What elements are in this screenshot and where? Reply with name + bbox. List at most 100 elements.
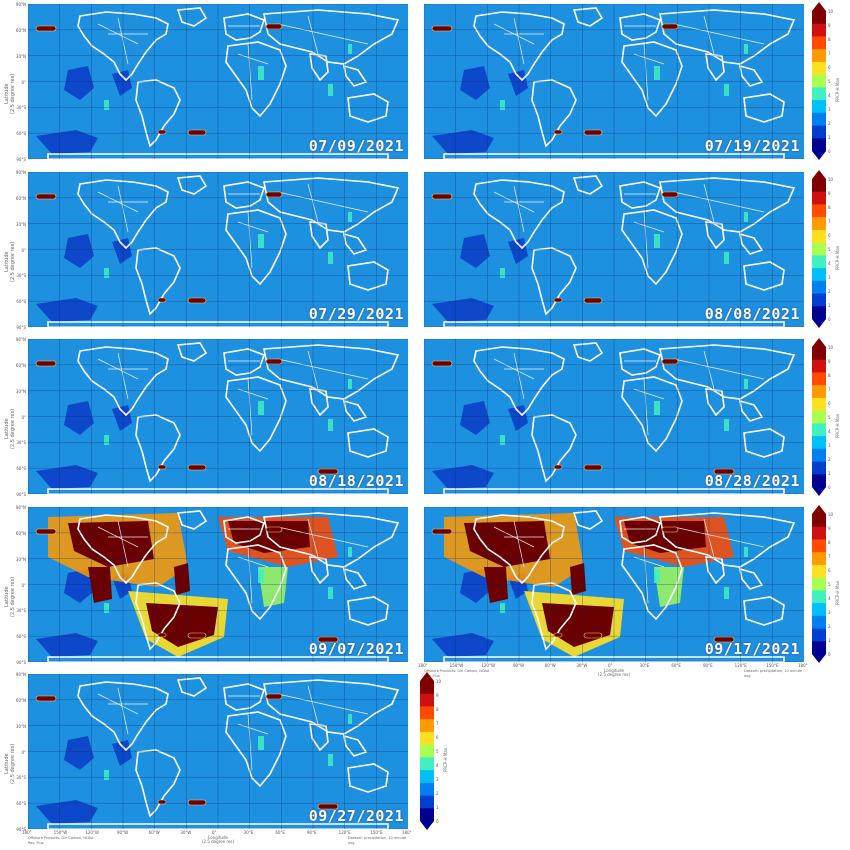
low-value-region (36, 633, 98, 657)
panel-date-label: 07/19/2021 (704, 137, 800, 155)
high-value-marker (187, 799, 207, 806)
map-panel: 07/29/2021 (28, 172, 408, 327)
continent-outline (347, 428, 389, 458)
low-value-region (508, 238, 528, 264)
high-value-region (174, 563, 190, 595)
moderate-value-streak (724, 587, 729, 599)
continent-outline (443, 656, 785, 662)
low-value-region (432, 298, 494, 322)
moderate-value-streak (500, 100, 505, 110)
map-panel: 08/08/2021 (424, 172, 804, 327)
colorbar-segment (812, 641, 826, 655)
moderate-value-streak (328, 84, 333, 96)
y-tick-label: 30°N (15, 556, 26, 562)
continent-outline (619, 516, 662, 544)
colorbar-tick-label: 4 (828, 596, 831, 601)
map-panel: 07/09/2021 (28, 4, 408, 159)
high-value-marker (157, 799, 167, 805)
colorbar-segment (420, 706, 434, 720)
low-value-region (64, 66, 94, 100)
low-value-region (64, 234, 94, 268)
colorbar-segment (812, 628, 826, 642)
continent-outline (621, 41, 683, 118)
continent-outline (47, 321, 389, 327)
continent-outline (347, 261, 389, 291)
continent-outline (738, 567, 764, 590)
colorbar-scale (812, 505, 826, 663)
continent-outline (572, 342, 604, 362)
panel-date-label: 08/18/2021 (308, 472, 404, 490)
colorbar-title: PRCP-H Max (835, 77, 840, 102)
colorbar-cap-bottom (420, 821, 434, 830)
x-tick-label: 30°E (243, 830, 254, 835)
colorbar-tick-label: 9 (828, 359, 831, 364)
colorbar-title: PRCP-H Max (835, 245, 840, 270)
colorbar-segment (812, 74, 826, 88)
moderate-value-streak (104, 100, 109, 110)
y-tick-label: 60°N (15, 697, 26, 703)
colorbar-tick-label: 8 (828, 373, 831, 378)
continent-outline (347, 596, 389, 626)
high-value-marker (553, 464, 563, 470)
high-value-marker (431, 528, 453, 535)
moderate-value-streak (654, 234, 660, 248)
moderate-value-streak (258, 66, 264, 80)
panel-date-label: 07/29/2021 (308, 305, 404, 323)
colorbar-segment (812, 564, 826, 578)
moderate-value-streak (328, 754, 333, 766)
colorbar-cap-bottom (812, 151, 826, 160)
y-tick-label: 60°S (16, 466, 26, 472)
colorbar-tick-label: 8 (828, 205, 831, 210)
colorbar-segment (420, 757, 434, 771)
colorbar-segment (812, 474, 826, 488)
map-canvas (28, 674, 408, 829)
moderate-value-streak (258, 569, 264, 583)
credit-left: Offshore Products: Gin Carbon, NOAA Rev.… (28, 836, 94, 845)
map-panel: 07/19/2021 (424, 4, 804, 159)
colorbar-tick-label: 1 (828, 638, 831, 643)
colorbar (812, 338, 834, 496)
colorbar-cap-top (812, 2, 826, 11)
colorbar-segment (812, 397, 826, 411)
high-value-marker (187, 129, 207, 136)
y-tick-label: 30°S (16, 273, 26, 279)
colorbar-segment (812, 293, 826, 307)
continent-outline (263, 512, 400, 568)
colorbar-segment (420, 808, 434, 822)
colorbar-scale (812, 170, 826, 328)
continent-outline (263, 177, 400, 233)
colorbar-tick-label: 4 (828, 261, 831, 266)
continent-outline (176, 342, 208, 362)
y-tick-label: 60°S (16, 131, 26, 137)
continent-outline (263, 344, 400, 400)
moderate-value-streak (258, 401, 264, 415)
y-tick-label: 30°N (15, 221, 26, 227)
colorbar-tick-label: 8 (828, 37, 831, 42)
x-axis-title: Longitude (604, 668, 624, 673)
x-tick-label: 90°E (703, 663, 713, 668)
low-value-region (112, 70, 132, 96)
country-border (277, 526, 369, 548)
x-tick-label: 60°E (275, 830, 285, 835)
continent-outline (619, 13, 662, 41)
high-value-marker (265, 23, 283, 30)
continent-outline (572, 175, 604, 195)
x-axis-title: Longitude (208, 835, 228, 840)
colorbar-tick-label: 10 (828, 345, 834, 350)
colorbar-segment (420, 782, 434, 796)
colorbar-tick-label: 5 (828, 247, 831, 252)
moderate-value-streak (500, 435, 505, 445)
map-canvas (28, 339, 408, 494)
high-value-marker (187, 632, 207, 639)
moderate-value-streak (348, 547, 352, 557)
credit-right: Dataset: precipitation, 10 minute avg (744, 669, 803, 678)
x-tick-label: 60°E (671, 663, 681, 668)
colorbar-segment (420, 770, 434, 784)
continent-outline (342, 232, 368, 255)
x-tick-label: 0° (212, 830, 217, 835)
colorbar-tick-label: 5 (828, 79, 831, 84)
colorbar-segment (812, 410, 826, 424)
high-value-marker (265, 191, 283, 198)
colorbar-tick-label: 3 (828, 275, 831, 280)
colorbar-segment (812, 36, 826, 50)
